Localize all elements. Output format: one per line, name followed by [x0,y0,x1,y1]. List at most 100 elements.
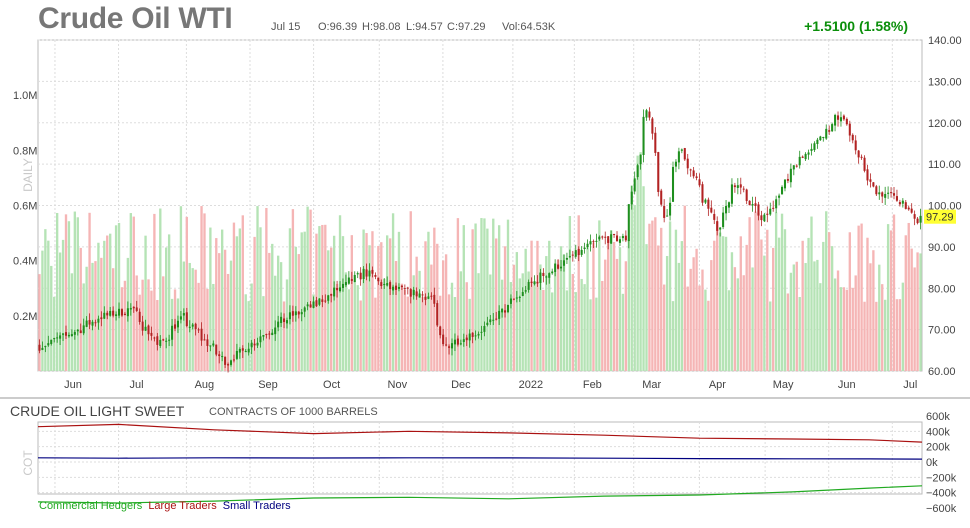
volume-bar [471,229,474,371]
candle-body [648,111,651,118]
volume-bar [836,270,840,371]
volume-bar [795,261,798,371]
candle-body [524,290,527,292]
candle-body [41,347,44,350]
candle-body [839,117,842,122]
volume-bar [860,223,863,371]
candle-body [842,115,845,120]
volume-bar [828,232,831,371]
candle-body [397,286,400,289]
candle-body [574,250,577,257]
candle-body [309,304,312,308]
volume-bar [94,261,97,371]
volume-bar [674,229,678,371]
volume-bar [350,235,353,371]
candle-body [480,331,483,333]
volume-bar [636,155,639,371]
candle-body [94,322,97,324]
volume-y-tick-label: 0.4M [13,256,37,268]
candle-body [604,236,607,238]
candle-body [277,321,280,328]
volume-bar [135,275,138,371]
candle-body [730,184,733,204]
candle-body [386,283,389,286]
volume-bar [665,256,669,371]
candle-body [807,152,810,155]
volume-bar [916,252,919,371]
volume-bar [772,247,775,371]
candle-body [828,130,831,132]
quote-close: C:97.29 [447,21,486,33]
volume-bar [559,246,563,371]
candle-body [692,170,695,177]
volume-y-tick-label: 0.8M [13,145,37,157]
candle-body [312,301,315,308]
cot-title: CRUDE OIL LIGHT SWEET [10,403,185,419]
volume-bar [73,211,77,371]
candle-body [515,297,518,299]
candle-body [521,292,524,297]
candle-body [757,204,760,216]
candle-body [306,304,309,307]
volume-bar [356,285,359,371]
candle-body [203,339,206,341]
volume-bar [866,237,869,371]
candle-body [819,136,822,141]
candle-body [406,287,409,289]
volume-bar [609,230,613,371]
candle-body [671,166,675,202]
volume-bar [789,272,793,371]
cot-subtitle: CONTRACTS OF 1000 BARRELS [209,406,378,418]
candle-body [492,319,495,321]
volume-bar [232,222,236,371]
volume-bar [268,252,271,371]
volume-bar [881,284,884,371]
candle-body [221,356,224,358]
candle-body [674,161,677,167]
volume-bar [55,212,59,371]
candle-body [280,316,283,324]
price-y-tick-label: 110.00 [928,159,961,171]
candle-body [545,276,548,278]
volume-bar [412,275,415,371]
candle-body [415,291,418,297]
candle-body [400,285,403,288]
volume-bar [114,225,118,371]
volume-bar [162,276,165,371]
price-y-tick-label: 70.00 [928,325,956,337]
volume-bar [645,244,648,371]
candle-body [636,165,639,178]
volume-bar [848,232,851,371]
volume-bar [539,264,542,371]
candle-body [212,343,215,346]
candle-body [44,345,47,348]
volume-bar [601,280,604,371]
volume-bar [680,241,684,371]
small-traders-line [37,457,923,460]
x-tick-label: Sep [258,379,278,391]
candle-body [580,249,583,255]
candle-body [781,186,784,195]
volume-bar [303,231,306,371]
candle-body [854,140,857,151]
candle-body [159,339,162,346]
candle-body [751,204,754,206]
candle-body [56,337,59,339]
volume-bar [288,228,292,371]
candle-body [627,204,630,242]
candle-body [474,335,477,337]
candle-body [645,110,648,118]
candle-body [427,296,430,299]
volume-bar [223,249,227,371]
candle-body [38,344,41,351]
volume-bar [259,227,262,371]
candle-body [722,212,725,228]
candle-body [825,128,828,139]
candle-body [769,208,772,215]
x-tick-label: Mar [642,379,661,391]
candle-body [813,143,816,151]
candle-body [421,294,424,296]
candle-body [766,213,769,215]
volume-bar [624,261,628,371]
volume-bar [306,206,309,371]
